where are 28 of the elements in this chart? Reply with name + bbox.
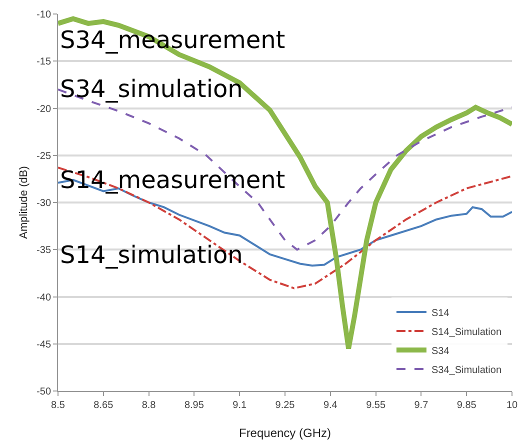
legend-label: S34_Simulation	[431, 364, 502, 376]
x-tick-label: 8.65	[94, 400, 114, 411]
legend-label: S34	[431, 346, 450, 357]
y-tick-label: -25	[36, 150, 52, 162]
y-tick-label: -45	[36, 339, 52, 350]
y-tick-label: -40	[36, 292, 52, 304]
y-tick-label: -20	[36, 104, 52, 115]
y-tick-label: -15	[36, 56, 52, 68]
y-tick-label: -10	[36, 10, 52, 20]
y-tick-label: -35	[36, 245, 52, 256]
x-tick-label: 8.95	[184, 400, 204, 411]
x-tick-label: 9.1	[232, 400, 247, 411]
legend-label: S14	[431, 308, 450, 319]
x-tick-label: 9.85	[456, 400, 477, 411]
x-axis-title: Frequency (GHz)	[238, 426, 332, 440]
line-series	[58, 166, 512, 290]
x-tick-label: 8.8	[142, 400, 156, 411]
x-tick-label: 9.25	[275, 400, 296, 411]
x-tick-label: 8.5	[51, 400, 66, 411]
x-tick-label: 10	[506, 400, 518, 411]
x-tick-label: 9.4	[323, 400, 338, 411]
y-tick-label: -30	[36, 198, 52, 209]
x-tick-label: 9.7	[414, 400, 429, 411]
legend-label: S14_Simulation	[431, 326, 502, 338]
x-tick-label: 9.55	[366, 400, 386, 411]
annotation: S34_simulation	[60, 75, 243, 103]
y-tick-label: -50	[36, 386, 52, 398]
y-axis-title: Amplitude (dB)	[18, 166, 30, 239]
